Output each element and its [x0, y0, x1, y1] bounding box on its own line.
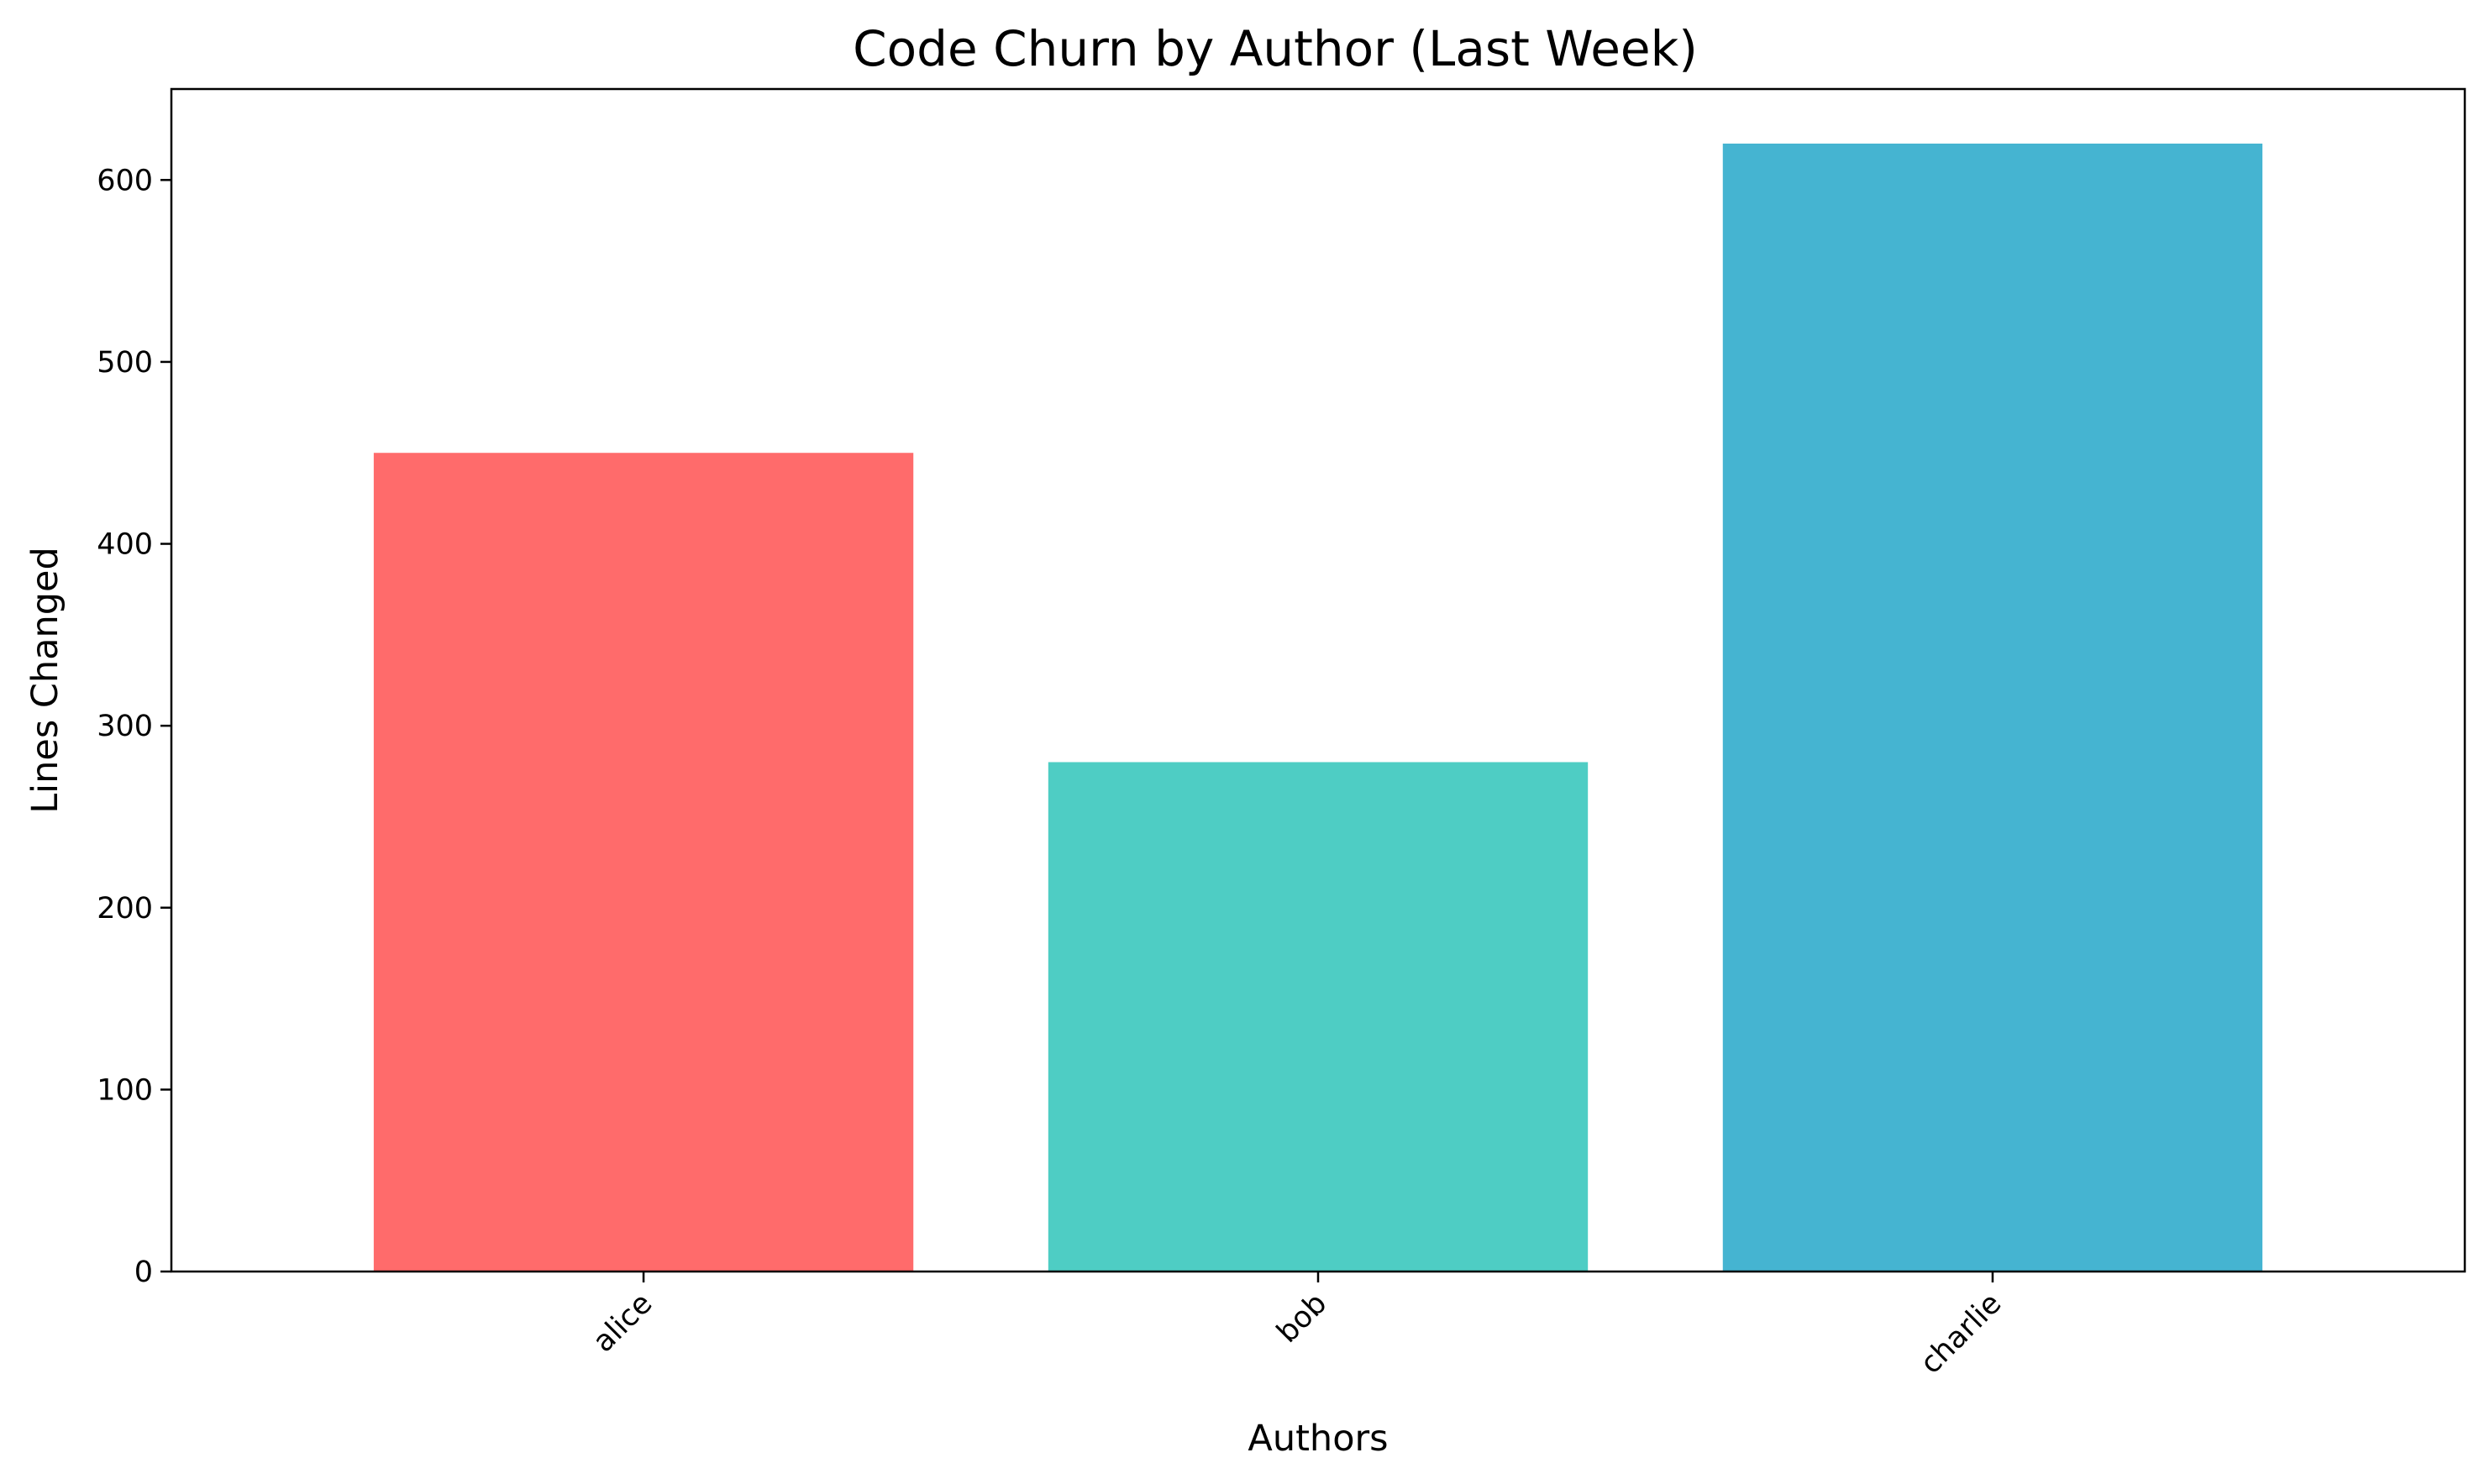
bar-alice	[373, 453, 914, 1272]
x-tick-label: charlie	[1914, 1287, 2008, 1381]
x-axis-label: Authors	[1248, 1418, 1388, 1460]
x-tick-label: bob	[1271, 1287, 1334, 1350]
y-tick-label: 100	[97, 1073, 153, 1107]
plot-frame	[170, 87, 2466, 1273]
y-axis-ticks: 0 100 200 300 400 500 600	[97, 164, 171, 1289]
y-tick-label: 300	[97, 710, 153, 743]
y-tick-label: 500	[97, 346, 153, 380]
x-tick-label: alice	[586, 1287, 659, 1359]
x-axis-ticks: alice bob charlie	[586, 1272, 2008, 1381]
y-tick-label: 0	[134, 1256, 153, 1289]
y-axis-label: Lines Changed	[24, 547, 66, 814]
y-tick-label: 400	[97, 528, 153, 562]
bar-charlie	[1722, 143, 2263, 1272]
chart-title: Code Churn by Author (Last Week)	[853, 20, 1698, 77]
bars-group	[373, 143, 2263, 1272]
y-tick-label: 200	[97, 892, 153, 926]
y-tick-label: 600	[97, 164, 153, 197]
bar-bob	[1048, 762, 1589, 1272]
